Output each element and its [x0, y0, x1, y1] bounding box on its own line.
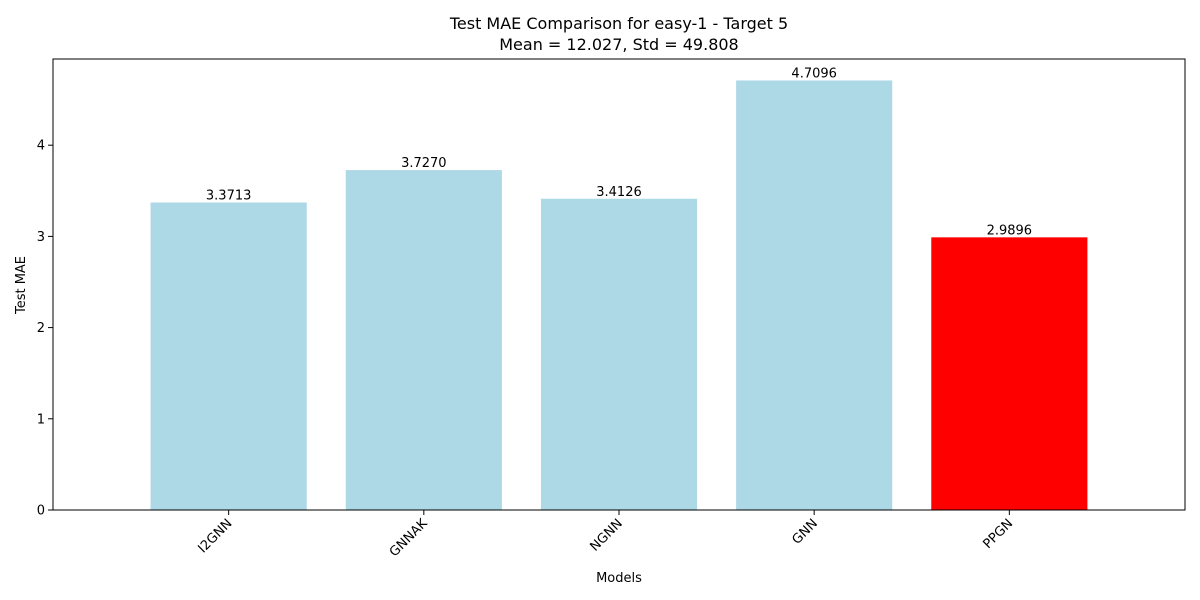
y-tick-label-0: 0 [37, 504, 45, 519]
data-labels-group: 3.3713 3.7270 3.4126 4.7096 2.9896 [206, 66, 1032, 238]
y-axis: 0 1 2 3 4 [37, 139, 53, 519]
y-tick-label-3: 3 [37, 230, 45, 245]
data-label-gnn: 4.7096 [791, 66, 837, 81]
bar-gnnak [345, 170, 502, 510]
bar-gnn [736, 80, 893, 510]
y-tick-label-4: 4 [37, 139, 45, 154]
x-tick-label-gnn: GNN [790, 516, 821, 547]
bar-ppgn [931, 237, 1088, 510]
chart-subtitle: Mean = 12.027, Std = 49.808 [499, 35, 738, 54]
bar-i2gnn [150, 202, 307, 510]
data-label-ppgn: 2.9896 [987, 223, 1033, 238]
x-axis-label: Models [596, 571, 642, 586]
data-label-ngnn: 3.4126 [596, 185, 642, 200]
x-axis: I2GNN GNNAK NGNN GNN PPGN [195, 510, 1016, 560]
x-tick-label-ngnn: NGNN [587, 516, 625, 554]
data-label-gnnak: 3.7270 [401, 156, 447, 171]
data-label-i2gnn: 3.3713 [206, 189, 252, 204]
bar-ngnn [540, 198, 698, 511]
x-tick-label-i2gnn: I2GNN [195, 516, 235, 556]
bars-group [150, 80, 1088, 511]
x-tick-label-gnnak: GNNAK [387, 516, 431, 560]
y-axis-label: Test MAE [14, 256, 29, 315]
chart-title: Test MAE Comparison for easy-1 - Target … [449, 14, 788, 33]
x-tick-label-ppgn: PPGN [980, 516, 1016, 552]
y-tick-label-1: 1 [37, 412, 45, 427]
y-tick-label-2: 2 [37, 321, 45, 336]
